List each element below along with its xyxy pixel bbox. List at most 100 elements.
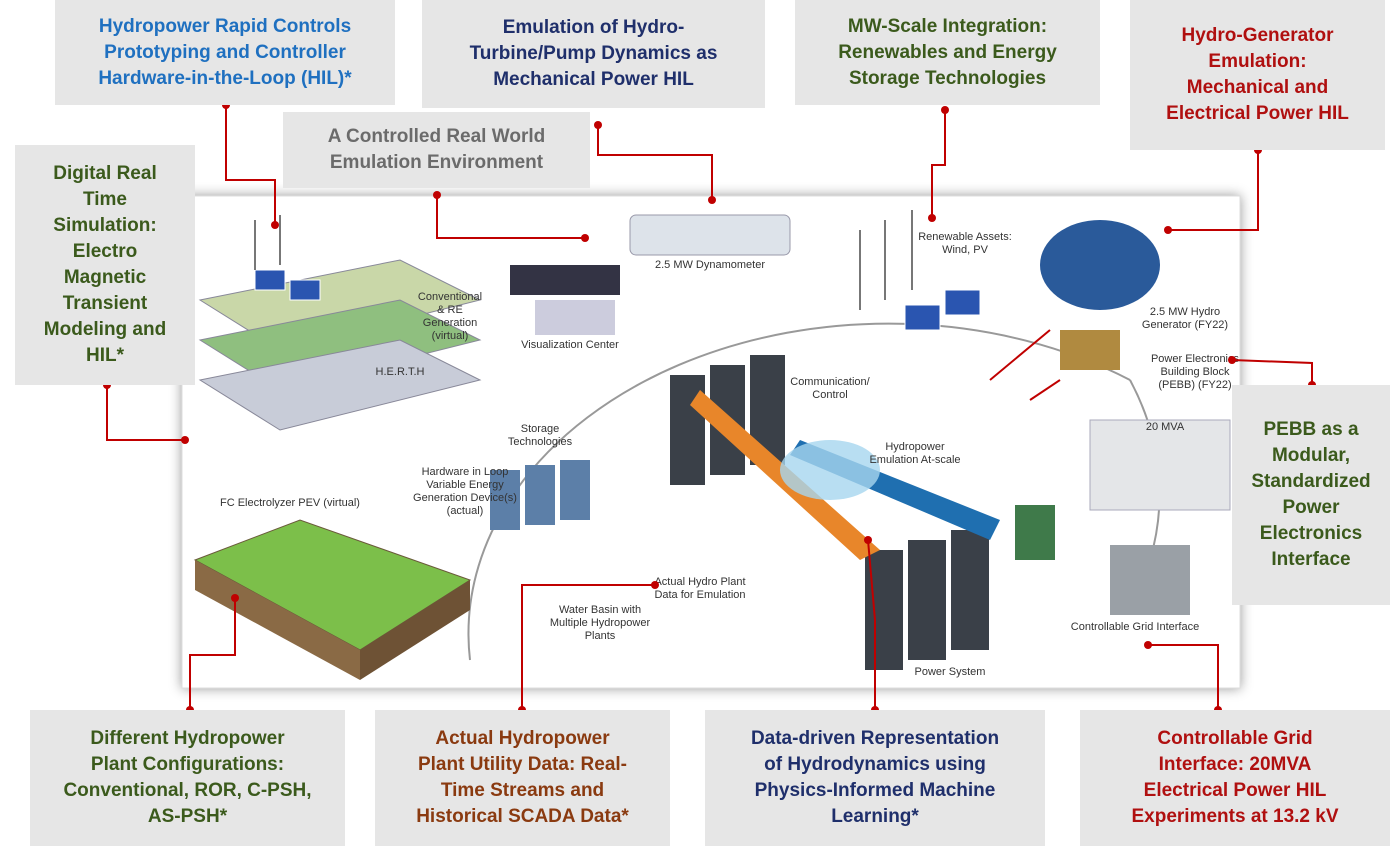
illustration-label: Emulation At-scale (869, 454, 960, 466)
illustration-label: Renewable Assets: (918, 231, 1012, 243)
dot (864, 536, 872, 544)
illustration-label: 2.5 MW Dynamometer (655, 259, 765, 271)
callout-line: Emulation: (1130, 49, 1385, 75)
callout-line: Experiments at 13.2 kV (1080, 804, 1390, 830)
cloud (780, 440, 880, 500)
illustration-label: Multiple Hydropower (550, 617, 651, 629)
page: 2.5 MW Dynamometer Renewable Assets:Wind,… (0, 0, 1391, 846)
callout-line: Turbine/Pump Dynamics as (422, 41, 765, 67)
callout: Different HydropowerPlant Configurations… (30, 710, 345, 846)
illustration-label: Technologies (508, 436, 573, 448)
callout-line: Simulation: (15, 213, 195, 239)
illustration-label: Wind, PV (942, 244, 989, 256)
illustration-label: Power System (915, 666, 986, 678)
visualization-screens (510, 265, 620, 295)
illustration-label: Plants (585, 630, 616, 642)
callout-line: Conventional, ROR, C-PSH, (30, 778, 345, 804)
connector (1232, 360, 1312, 385)
connector (598, 125, 712, 200)
callout-line: Renewables and Energy (795, 40, 1100, 66)
callout-line: Physics-Informed Machine (705, 778, 1045, 804)
callout-line: Electro (15, 239, 195, 265)
callout: Actual HydropowerPlant Utility Data: Rea… (375, 710, 670, 846)
server (951, 530, 989, 650)
dot (231, 594, 239, 602)
callout-line: Transient (15, 291, 195, 317)
callout: Hydropower Rapid ControlsPrototyping and… (55, 0, 395, 105)
callout-line: MW-Scale Integration: (795, 14, 1100, 40)
dot (594, 121, 602, 129)
callout-line: Emulation of Hydro- (422, 15, 765, 41)
illustration-label: Generator (FY22) (1142, 319, 1228, 331)
panel (945, 290, 980, 315)
illustration-label: Variable Energy (426, 479, 504, 491)
dot (1164, 226, 1172, 234)
callout-line: Data-driven Representation (705, 726, 1045, 752)
callout-line: Prototyping and Controller (55, 40, 395, 66)
callout: MW-Scale Integration:Renewables and Ener… (795, 0, 1100, 105)
illustration-label: Data for Emulation (654, 589, 745, 601)
callout-line: Modeling and (15, 317, 195, 343)
illustration-label: Storage (521, 423, 560, 435)
callout-line: Hydro-Generator (1130, 23, 1385, 49)
illustration-label: & RE (437, 304, 463, 316)
dot (1144, 641, 1152, 649)
dot (928, 214, 936, 222)
illustration-label: Generation Device(s) (413, 492, 517, 504)
illustration-label: Visualization Center (521, 339, 619, 351)
illustration-label: Communication/ (790, 376, 870, 388)
callout-line: A Controlled Real World (283, 124, 590, 150)
callout-line: PEBB as a (1232, 417, 1390, 443)
callout-line: Controllable Grid (1080, 726, 1390, 752)
illustration-label: (actual) (447, 505, 484, 517)
callout-line: Time Streams and (375, 778, 670, 804)
callout-line: Learning* (705, 804, 1045, 830)
illustration-label: 2.5 MW Hydro (1150, 306, 1220, 318)
callout-line: Plant Configurations: (30, 752, 345, 778)
callout-line: Actual Hydropower (375, 726, 670, 752)
callout-line: Magnetic (15, 265, 195, 291)
callout-line: Interface: 20MVA (1080, 752, 1390, 778)
dot (581, 234, 589, 242)
transformer (1110, 545, 1190, 615)
callout-line: HIL* (15, 343, 195, 369)
illustration-label: 20 MVA (1146, 421, 1185, 433)
dot (941, 106, 949, 114)
illustration-label: Actual Hydro Plant (654, 576, 745, 588)
illustration-label: Hardware in Loop (422, 466, 509, 478)
callout-line: Electrical Power HIL (1130, 101, 1385, 127)
dot (181, 436, 189, 444)
dynamometer (630, 215, 790, 255)
callout-line: Hardware-in-the-Loop (HIL)* (55, 66, 395, 92)
callout-line: Power (1232, 495, 1390, 521)
server (908, 540, 946, 660)
illustration-label: Water Basin with (559, 604, 641, 616)
dot (271, 221, 279, 229)
illustration-label: Hydropower (885, 441, 945, 453)
callout-line: Historical SCADA Data* (375, 804, 670, 830)
callout-line: Storage Technologies (795, 66, 1100, 92)
callout-line: Mechanical and (1130, 75, 1385, 101)
illustration-label: Building Block (1160, 366, 1230, 378)
switchgear (1090, 420, 1230, 510)
illustration-label: H.E.R.T.H (376, 366, 425, 378)
callout-line: Electrical Power HIL (1080, 778, 1390, 804)
callout-line: Hydropower Rapid Controls (55, 14, 395, 40)
dot (1228, 356, 1236, 364)
visualization-desk (535, 300, 615, 335)
callout-line: Standardized (1232, 469, 1390, 495)
illustration-label: (PEBB) (FY22) (1158, 379, 1231, 391)
panel (255, 270, 285, 290)
callout-line: Electronics (1232, 521, 1390, 547)
callout-line: Interface (1232, 547, 1390, 573)
callout-line: Plant Utility Data: Real- (375, 752, 670, 778)
callout-line: Digital Real (15, 161, 195, 187)
callout-line: Mechanical Power HIL (422, 67, 765, 93)
rack (525, 465, 555, 525)
hydro-generator (1040, 220, 1160, 310)
illustration-label: FC Electrolyzer PEV (virtual) (220, 497, 360, 509)
